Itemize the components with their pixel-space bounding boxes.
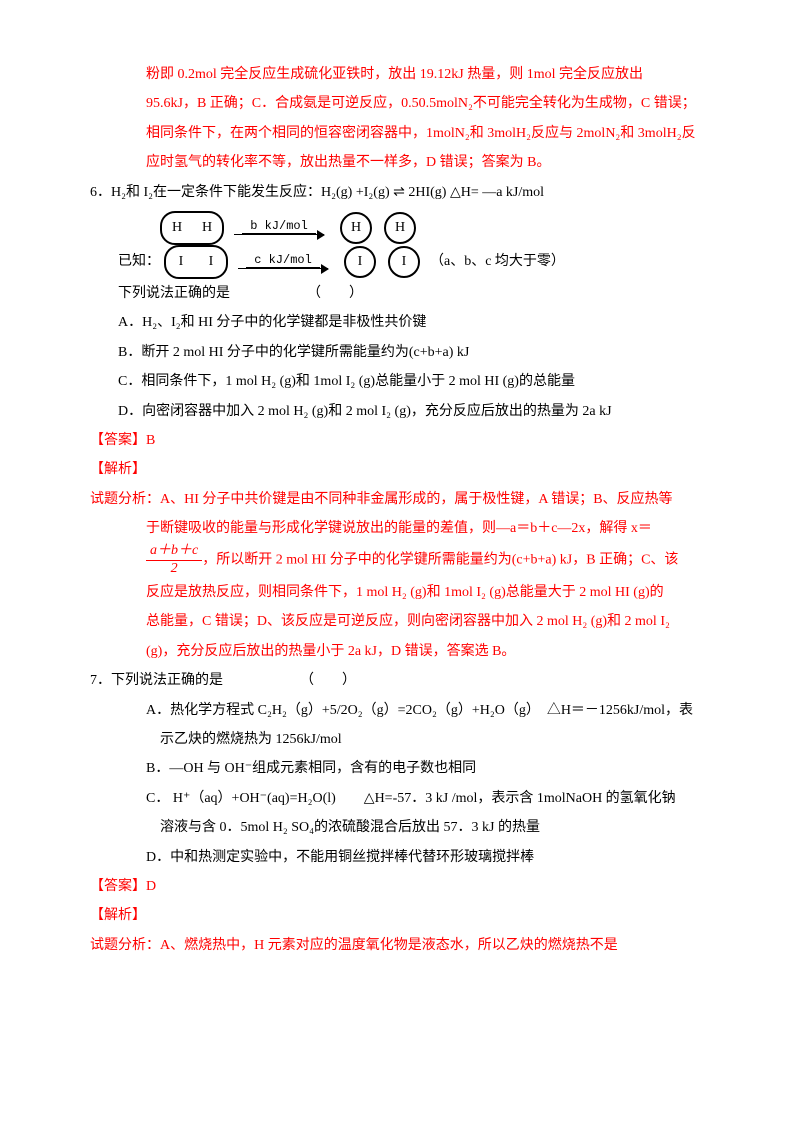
- analysis-text: ，所以断开 2 mol HI 分子中的化学键所需能量约为(c+b+a) kJ，B…: [202, 553, 678, 568]
- known-label: 已知：: [90, 247, 160, 276]
- q-number: 6．: [90, 185, 111, 200]
- atom-label: H: [395, 213, 405, 242]
- fraction-den: 2: [146, 561, 202, 578]
- atom-label: I: [402, 247, 407, 276]
- arrow-icon: [234, 234, 324, 235]
- option-a: A．热化学方程式 C₂H₂（g）+5/2O₂（g）=2CO₂（g）+H₂O（g）…: [90, 696, 710, 725]
- option-a-cont: 示乙炔的燃烧热为 1256kJ/mol: [90, 725, 710, 754]
- option-d: D．向密闭容器中加入 2 mol H₂ (g)和 2 mol I₂ (g)，充分…: [90, 397, 710, 426]
- option-b: B．—OH 与 OH⁻组成元素相同，含有的电子数也相同: [90, 754, 710, 783]
- prompt-text: 下列说法正确的是: [111, 673, 223, 688]
- question-7: 7．下列说法正确的是 （ ） A．热化学方程式 C₂H₂（g）+5/2O₂（g）…: [90, 666, 710, 960]
- analysis-line: 总能量，C 错误；D、该反应是可逆反应，则向密闭容器中加入 2 mol H₂ (…: [90, 607, 710, 636]
- q-number: 7．: [90, 673, 111, 688]
- intro-line: 95.6kJ，B 正确；C．合成氨是可逆反应，0.50.5molN₂不可能完全转…: [90, 89, 710, 118]
- option-a: A．H₂、I₂和 HI 分子中的化学键都是非极性共价键: [90, 308, 710, 337]
- q7-stem: 7．下列说法正确的是 （ ）: [90, 666, 710, 695]
- fraction-num: a＋b＋c: [146, 543, 202, 561]
- arrow-b: b kJ/mol: [234, 220, 324, 235]
- q6-prompt: 下列说法正确的是 （ ）: [90, 279, 710, 308]
- answer-label: 【答案】D: [90, 872, 710, 901]
- q6-text: H₂和 I₂在一定条件下能发生反应：H₂(g) +I₂(g) ⇌ 2HI(g) …: [111, 185, 544, 200]
- atom-label: I: [358, 247, 363, 276]
- atom-label: H: [351, 213, 361, 242]
- prompt-text: 下列说法正确的是: [118, 286, 230, 301]
- atom-label: H: [202, 213, 212, 242]
- diagram-row-i: I I c kJ/mol I I: [164, 245, 426, 279]
- analysis-label: 【解析】: [90, 901, 710, 930]
- paren: （ ）: [307, 286, 363, 301]
- analysis-line: 试题分析：A、HI 分子中共价键是由不同种非金属形成的，属于极性键，A 错误；B…: [90, 485, 710, 514]
- analysis-line: 反应是放热反应，则相同条件下，1 mol H₂ (g)和 1mol I₂ (g)…: [90, 578, 710, 607]
- intro-block: 粉即 0.2mol 完全反应生成硫化亚铁时，放出 19.12kJ 热量，则 1m…: [90, 60, 710, 178]
- atom-label: I: [179, 247, 184, 276]
- atom-label: H: [172, 213, 182, 242]
- analysis-line: a＋b＋c 2 ，所以断开 2 mol HI 分子中的化学键所需能量约为(c+b…: [90, 543, 710, 578]
- arrow-label: c kJ/mol: [246, 254, 320, 268]
- analysis-line: 试题分析：A、燃烧热中，H 元素对应的温度氧化物是液态水，所以乙炔的燃烧热不是: [90, 931, 710, 960]
- paren: （ ）: [300, 673, 356, 688]
- h2-molecule-icon: H H: [160, 211, 224, 245]
- i-atom-icon: I: [344, 246, 376, 278]
- fraction: a＋b＋c 2: [146, 543, 202, 578]
- h-atom-icon: H: [384, 212, 416, 244]
- option-d: D．中和热测定实验中，不能用铜丝搅拌棒代替环形玻璃搅拌棒: [90, 843, 710, 872]
- option-c: C． H⁺（aq）+OH⁻(aq)=H₂O(l) △H=-57．3 kJ /mo…: [90, 784, 710, 813]
- atom-label: I: [209, 247, 214, 276]
- option-b: B．断开 2 mol HI 分子中的化学键所需能量约为(c+b+a) kJ: [90, 338, 710, 367]
- h-atom-icon: H: [340, 212, 372, 244]
- arrow-label: b kJ/mol: [242, 220, 316, 234]
- analysis-line: (g)，充分反应后放出的热量小于 2a kJ，D 错误，答案选 B。: [90, 637, 710, 666]
- arrow-icon: [238, 268, 328, 269]
- diagram-row-h: H H b kJ/mol H H: [160, 211, 710, 245]
- answer-label: 【答案】B: [90, 426, 710, 455]
- arrow-c: c kJ/mol: [238, 254, 328, 269]
- abc-note: （a、b、c 均大于零）: [430, 247, 565, 276]
- i-atom-icon: I: [388, 246, 420, 278]
- option-c: C．相同条件下，1 mol H₂ (g)和 1mol I₂ (g)总能量小于 2…: [90, 367, 710, 396]
- intro-line: 应时氢气的转化率不等，放出热量不一样多，D 错误；答案为 B。: [90, 148, 710, 177]
- q6-stem: 6．H₂和 I₂在一定条件下能发生反应：H₂(g) +I₂(g) ⇌ 2HI(g…: [90, 178, 710, 207]
- intro-line: 粉即 0.2mol 完全反应生成硫化亚铁时，放出 19.12kJ 热量，则 1m…: [90, 60, 710, 89]
- i2-molecule-icon: I I: [164, 245, 228, 279]
- intro-line: 相同条件下，在两个相同的恒容密闭容器中，1molN₂和 3molH₂反应与 2m…: [90, 119, 710, 148]
- analysis-label: 【解析】: [90, 455, 710, 484]
- diagram-row-i-wrap: 已知： I I c kJ/mol I I （a、b、c 均大于零）: [90, 245, 710, 279]
- option-c-cont: 溶液与含 0．5mol H₂ SO₄的浓硫酸混合后放出 57．3 kJ 的热量: [90, 813, 710, 842]
- analysis-line: 于断键吸收的能量与形成化学键说放出的能量的差值，则—a＝b＋c—2x，解得 x＝: [90, 514, 710, 543]
- question-6: 6．H₂和 I₂在一定条件下能发生反应：H₂(g) +I₂(g) ⇌ 2HI(g…: [90, 178, 710, 667]
